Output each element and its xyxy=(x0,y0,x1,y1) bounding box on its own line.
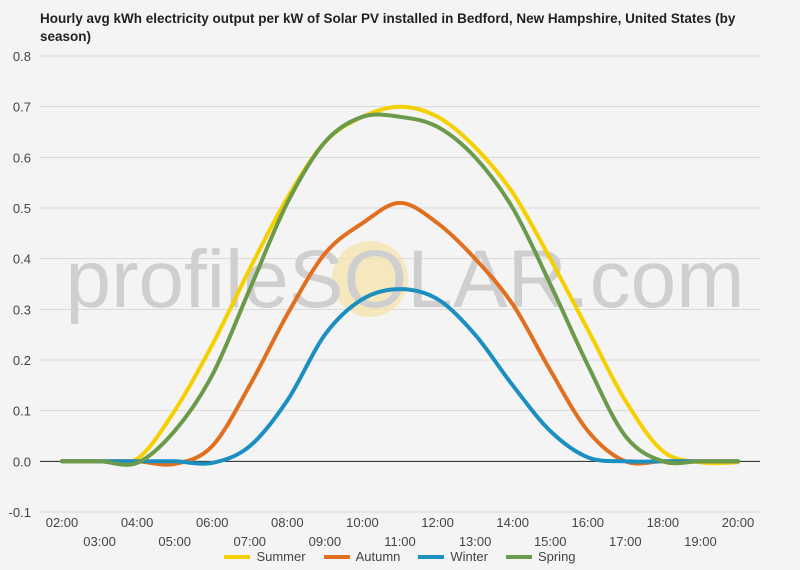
x-tick-label: 03:00 xyxy=(83,534,116,549)
legend-item-spring: Spring xyxy=(505,549,576,564)
y-axis-ticks: -0.1 0.0 0.1 0.2 0.3 0.4 0.5 0.6 0.7 0.8 xyxy=(9,49,31,520)
x-tick-label: 19:00 xyxy=(684,534,717,549)
y-tick-label: 0.2 xyxy=(13,353,31,368)
x-tick-label: 20:00 xyxy=(722,515,755,530)
watermark-text: profileSOLAR.com xyxy=(65,234,744,325)
x-tick-label: 16:00 xyxy=(572,515,605,530)
x-tick-label: 05:00 xyxy=(158,534,191,549)
watermark-sun-icon xyxy=(332,241,408,317)
legend-label: Spring xyxy=(537,549,576,564)
x-tick-label: 06:00 xyxy=(196,515,229,530)
series-line-summer xyxy=(60,104,740,466)
legend-label: Autumn xyxy=(355,549,401,564)
x-tick-label: 08:00 xyxy=(271,515,304,530)
y-tick-label: 0.1 xyxy=(13,404,31,419)
x-tick-label: 10:00 xyxy=(346,515,379,530)
y-tick-label: 0.5 xyxy=(13,201,31,216)
y-tick-label: 0.0 xyxy=(13,454,31,469)
legend-item-summer: Summer xyxy=(224,549,306,564)
series-line-winter xyxy=(60,287,740,466)
legend: Summer Autumn Winter Spring xyxy=(0,549,800,564)
x-tick-label: 04:00 xyxy=(121,515,154,530)
x-tick-label: 18:00 xyxy=(647,515,680,530)
y-tick-label: 0.3 xyxy=(13,302,31,317)
x-tick-label: 13:00 xyxy=(459,534,492,549)
legend-swatch xyxy=(418,554,445,559)
legend-item-winter: Winter xyxy=(418,549,488,564)
x-axis-ticks: 02:00 03:00 04:00 05:00 06:00 07:00 08:00 09:00… xyxy=(46,515,755,549)
legend-label: Winter xyxy=(450,549,488,564)
watermark: profileSOLAR.com xyxy=(65,234,744,325)
series-lines xyxy=(60,104,740,467)
chart-title: Hourly avg kWh electricity output per kW… xyxy=(40,11,736,44)
y-tick-label: 0.8 xyxy=(13,49,31,64)
x-tick-label: 15:00 xyxy=(534,534,567,549)
y-tick-label: 0.4 xyxy=(13,252,31,267)
y-tick-label: 0.7 xyxy=(13,100,31,115)
legend-swatch xyxy=(505,554,532,559)
y-tick-label: 0.6 xyxy=(13,150,31,165)
legend-label: Summer xyxy=(256,549,306,564)
x-tick-label: 12:00 xyxy=(421,515,454,530)
x-tick-label: 07:00 xyxy=(234,534,267,549)
legend-swatch xyxy=(224,554,251,559)
legend-item-autumn: Autumn xyxy=(323,549,401,564)
series-line-spring xyxy=(60,112,740,467)
x-tick-label: 09:00 xyxy=(309,534,342,549)
y-tick-label: -0.1 xyxy=(9,505,31,520)
x-tick-label: 11:00 xyxy=(384,534,416,549)
legend-swatch xyxy=(323,554,350,559)
x-tick-label: 02:00 xyxy=(46,515,79,530)
x-tick-label: 14:00 xyxy=(496,515,529,530)
x-tick-label: 17:00 xyxy=(609,534,642,549)
